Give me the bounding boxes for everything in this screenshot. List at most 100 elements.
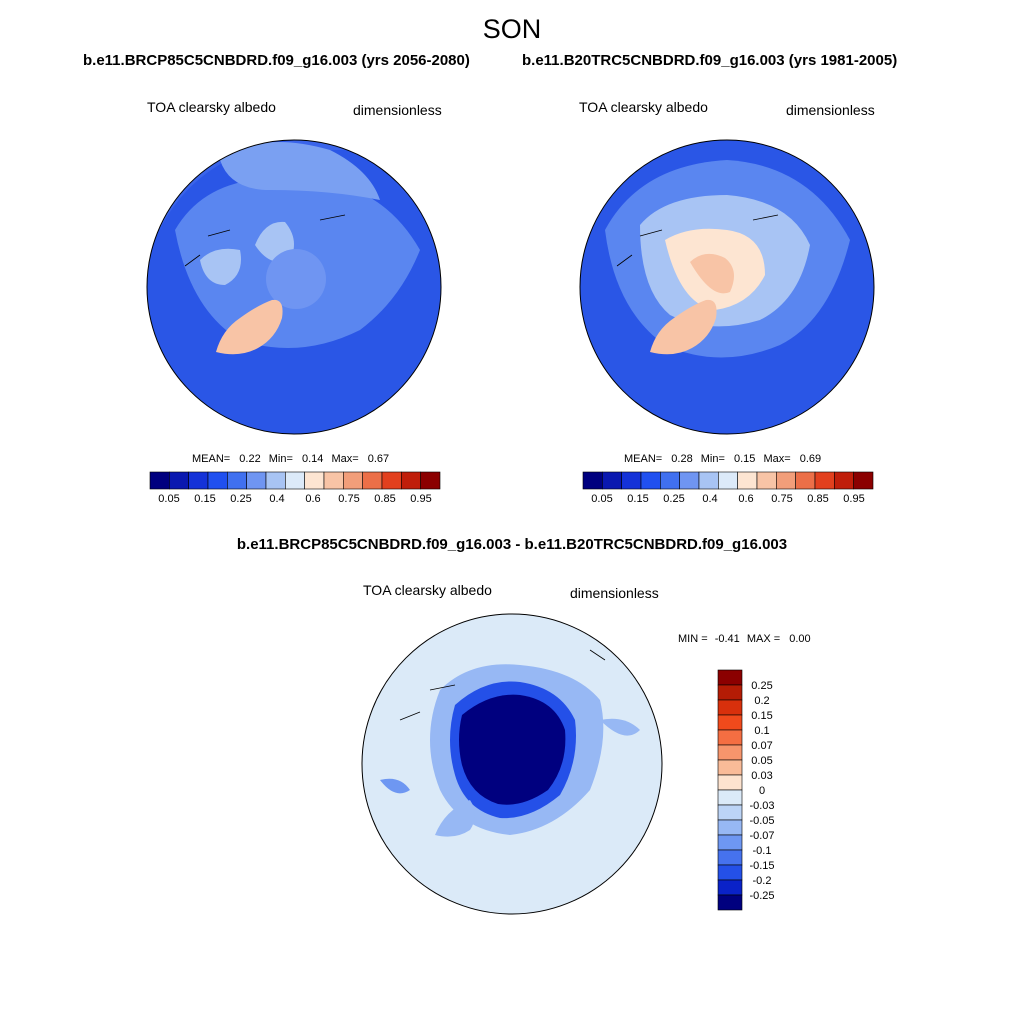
- panel2-mean-value: 0.28: [671, 453, 693, 465]
- colorbar-swatch: [207, 471, 228, 490]
- colorbar-swatch: [660, 471, 680, 490]
- diff-case-title: b.e11.BRCP85C5CNBDRD.f09_g16.003 - b.e11…: [236, 536, 788, 553]
- colorbar-swatch: [776, 471, 796, 490]
- map-border-2: [579, 139, 875, 435]
- colorbar-swatch: [401, 471, 421, 490]
- colorbar-tick-label: 0.2: [754, 695, 769, 707]
- colorbar-swatch: [149, 471, 170, 490]
- colorbar-swatch: [717, 684, 743, 701]
- colorbar-tick-label: -0.03: [749, 800, 774, 812]
- colorbar-swatch: [717, 774, 743, 791]
- panel1-max-label: Max=: [331, 453, 359, 465]
- colorbar-swatch: [621, 471, 642, 490]
- colorbar-tick-label: -0.25: [749, 890, 774, 902]
- colorbar-swatch: [717, 789, 743, 806]
- panel2-variable: TOA clearsky albedo: [579, 99, 708, 115]
- colorbar-swatch: [717, 744, 743, 761]
- colorbar-tick-label: 0.1: [754, 725, 769, 737]
- land-patch-canada: [200, 248, 241, 285]
- panel1-mean-value: 0.22: [239, 453, 261, 465]
- colorbar-swatch: [265, 471, 286, 490]
- coastline-3: [399, 649, 606, 721]
- colorbar-swatch: [679, 471, 700, 490]
- case-title-right: b.e11.B20TRC5CNBDRD.f09_g16.003 (yrs 198…: [522, 52, 898, 69]
- colorbar-tick-label: -0.05: [749, 815, 774, 827]
- colorbar-tick-label: 0.95: [410, 493, 431, 505]
- diff-max-label: MAX =: [746, 633, 781, 645]
- map-border-1: [146, 139, 442, 435]
- colorbar-swatch: [246, 471, 267, 490]
- panel2-stats: MEAN= 0.28 Min= 0.15 Max= 0.69: [624, 453, 821, 465]
- diff-units: dimensionless: [570, 585, 659, 601]
- colorbar-swatch: [582, 471, 603, 490]
- diff-min-label: MIN =: [678, 633, 708, 645]
- panel2-mean-label: MEAN=: [624, 453, 663, 465]
- diff-min-value: -0.41: [714, 633, 740, 645]
- colorbar-panel-1: 0.05 0.15 0.25 0.4 0.6 0.75 0.85 0.95: [149, 471, 441, 505]
- coastline-1: [184, 214, 346, 267]
- colorbar-swatch: [717, 669, 743, 686]
- colorbar-tick-label: 0.25: [230, 493, 251, 505]
- panel2-max-label: Max=: [763, 453, 791, 465]
- panel1-variable: TOA clearsky albedo: [147, 99, 276, 115]
- colorbar-swatch: [698, 471, 719, 490]
- colorbar-tick-label: -0.1: [753, 845, 772, 857]
- colorbar-tick-label: 0.03: [751, 770, 772, 782]
- colorbar-tick-label: -0.07: [749, 830, 774, 842]
- colorbar-tick-label: 0.75: [338, 493, 359, 505]
- colorbar-swatch: [227, 471, 247, 490]
- colorbar-tick-label: 0.15: [194, 493, 215, 505]
- patch-greenland: [435, 800, 475, 837]
- ice-core: [690, 253, 734, 294]
- colorbar-tick-label: 0.95: [843, 493, 864, 505]
- colorbar-swatch: [323, 471, 344, 490]
- colorbar-swatch: [304, 471, 325, 490]
- colorbar-swatch: [834, 471, 854, 490]
- pole-patch: [266, 249, 326, 309]
- colorbar-swatch: [362, 471, 383, 490]
- colorbar-tick-label: 0.07: [751, 740, 772, 752]
- colorbar-tick-label: 0.15: [627, 493, 648, 505]
- land-patch-asia: [220, 142, 380, 200]
- colorbar-swatch: [602, 471, 622, 490]
- panel2-min-label: Min=: [700, 453, 725, 465]
- colorbar-swatch: [640, 471, 661, 490]
- colorbar-tick-label: 0.15: [751, 710, 772, 722]
- colorbar-tick-label: 0.6: [738, 493, 753, 505]
- colorbar-tick-label: 0.05: [751, 755, 772, 767]
- colorbar-swatch: [717, 729, 743, 746]
- colorbar-swatch: [717, 804, 743, 821]
- colorbar-tick-label: -0.2: [753, 875, 772, 887]
- colorbar-swatch: [795, 471, 816, 490]
- colorbar-swatch: [717, 864, 743, 881]
- colorbar-tick-label: 0.4: [269, 493, 284, 505]
- colorbar-tick-label: 0.25: [663, 493, 684, 505]
- diff-variable: TOA clearsky albedo: [363, 582, 492, 598]
- coastline-2: [616, 214, 779, 267]
- colorbar-swatch: [717, 834, 743, 851]
- panel2-max-value: 0.69: [799, 453, 822, 465]
- colorbar-panel-2: 0.05 0.15 0.25 0.4 0.6 0.75 0.85 0.95: [582, 471, 874, 505]
- greenland-patch: [216, 299, 283, 355]
- colorbar-tick-label: 0.85: [807, 493, 828, 505]
- colorbar-swatch: [717, 759, 743, 776]
- colorbar-swatch: [285, 471, 305, 490]
- greenland-patch: [650, 299, 717, 355]
- colorbar-diff: 0.25 0.2 0.15 0.1 0.07 0.05 0.03 0 -0.03 -0.05 -0.…: [717, 669, 775, 911]
- panel2-min-value: 0.15: [733, 453, 756, 465]
- map-panel-2: [579, 139, 875, 435]
- colorbar-swatch: [343, 471, 363, 490]
- panel1-min-label: Min=: [268, 453, 293, 465]
- colorbar-tick-label: 0.05: [591, 493, 612, 505]
- patch-west: [380, 778, 410, 794]
- colorbar-swatch: [853, 471, 874, 490]
- case-title-left: b.e11.BRCP85C5CNBDRD.f09_g16.003 (yrs 20…: [83, 52, 470, 69]
- colorbar-swatch: [717, 819, 743, 836]
- colorbar-swatch: [717, 699, 743, 716]
- panel1-min-value: 0.14: [301, 453, 324, 465]
- ice-loss-core: [459, 694, 566, 805]
- panel1-units: dimensionless: [353, 102, 442, 118]
- colorbar-swatch: [188, 471, 209, 490]
- diff-max-value: 0.00: [789, 633, 811, 645]
- colorbar-tick-label: 0.4: [702, 493, 717, 505]
